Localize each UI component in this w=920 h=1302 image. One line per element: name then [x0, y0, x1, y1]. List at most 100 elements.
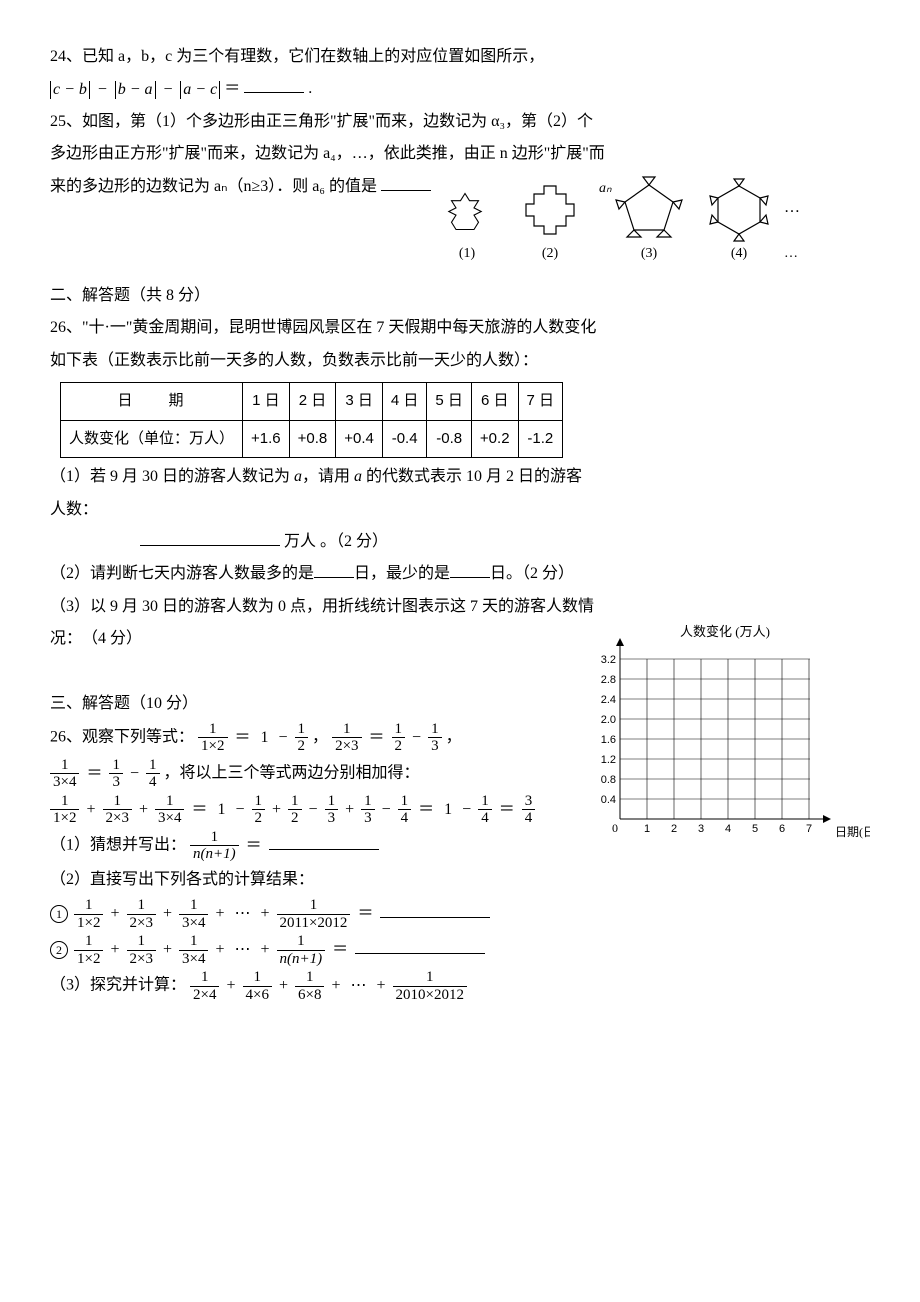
q25-l3a: 来的多边形的边数记为 aₙ（n≥3）．则 a₆ 的值是 [50, 178, 377, 195]
p2c: 日。（2 分） [490, 565, 574, 582]
part1-frac: 1n(n+1) [190, 829, 239, 863]
data-table: 日 期 1 日 2 日 3 日 4 日 5 日 6 日 7 日 人数变化（单位：… [60, 382, 563, 458]
polygon-figure: aₙ [439, 172, 839, 273]
eq2-lhs: 12×3 [332, 721, 361, 755]
p2b: 日，最少的是 [354, 565, 450, 582]
dots-op: ⋯ [232, 941, 254, 958]
th-2: 2 日 [289, 383, 336, 421]
fig-label-2: (2) [542, 246, 559, 261]
plus-op: + [258, 905, 273, 922]
plus-op: + [160, 905, 175, 922]
q26b-part3: （3）探究并计算： 12×4 + 14×6 + 16×8 + ⋯ + 12010… [50, 969, 870, 1003]
p1-blank[interactable] [140, 529, 280, 546]
q26a-num: 26、 [50, 319, 82, 336]
eq3-b: 14 [146, 757, 160, 791]
cell-1: +1.6 [243, 420, 290, 458]
s-t3: 13×4 [155, 793, 184, 827]
ytick-row: 2.0 [601, 714, 810, 726]
eq3-lhs: 13×4 [50, 757, 79, 791]
dots-op: ⋯ [348, 977, 370, 994]
comma2: ， [446, 729, 462, 746]
p3-t2: 14×6 [243, 969, 272, 1003]
q24-expr: c − b − b − a − a − c ＝ . [50, 74, 870, 105]
part3-label: （3）探究并计算： [50, 977, 186, 994]
p22-blank[interactable] [355, 937, 485, 954]
svg-text:1: 1 [644, 823, 650, 835]
p3-t3: 16×8 [295, 969, 324, 1003]
xtick: 3 [698, 659, 704, 835]
minus-op: − [379, 801, 394, 818]
eq-sign5: ＝ [415, 801, 437, 818]
q26a-p1-ans: 万人 。（2 分） [50, 527, 870, 557]
q26a-p1-l2: 人数： [50, 495, 870, 525]
ytick-row: 2.8 [601, 674, 810, 686]
q25-blank[interactable] [381, 174, 431, 191]
p3-t1: 12×4 [190, 969, 219, 1003]
ytick-row: 1.6 [601, 734, 810, 746]
plus-op: + [107, 905, 122, 922]
chart-area: 人数变化 (万人) 3.2 2.8 2.4 2.0 1.6 1.2 0.8 0.… [570, 624, 870, 865]
th-6: 6 日 [471, 383, 518, 421]
eq2-b: 13 [428, 721, 442, 755]
section-2-heading: 二、解答题（共 8 分） [50, 281, 870, 311]
svg-text:0.8: 0.8 [601, 774, 616, 786]
an-label: aₙ [599, 181, 612, 196]
eq-sign3: ＝ [83, 765, 105, 782]
q24-blank[interactable] [244, 76, 304, 93]
cell-4: -0.4 [382, 420, 427, 458]
fig-label-1: (1) [459, 246, 476, 261]
p2-blank2[interactable] [450, 561, 490, 578]
plus-op: + [136, 801, 151, 818]
abs-cb: c − b [50, 81, 90, 99]
minus-op3: − [127, 765, 142, 782]
eq-sign2: ＝ [366, 729, 388, 746]
svg-text:2.0: 2.0 [601, 714, 616, 726]
part1-blank[interactable] [269, 833, 379, 850]
cell-7: -1.2 [518, 420, 563, 458]
p2-blank1[interactable] [314, 561, 354, 578]
q26a-l2: 如下表（正数表示比前一天多的人数，负数表示比前一天少的人数）： [50, 346, 870, 376]
p1-a2: a [354, 468, 362, 485]
minus-op: − [232, 801, 247, 818]
p21-blank[interactable] [380, 901, 490, 918]
svg-text:2: 2 [671, 823, 677, 835]
fig-label-4: (4) [731, 246, 748, 261]
p22-last: 1n(n+1) [277, 933, 326, 967]
p2a: （2）请判断七天内游客人数最多的是 [50, 565, 314, 582]
q24-line1: 24、已知 a，b，c 为三个有理数，它们在数轴上的对应位置如图所示， [50, 42, 870, 72]
s-t1: 11×2 [50, 793, 79, 827]
xtick: 5 [752, 659, 758, 835]
ytick-row: 0.8 [601, 774, 810, 786]
th-7: 7 日 [518, 383, 563, 421]
q25-line1: 25、如图，第（1）个多边形由正三角形"扩展"而来，边数记为 α₃，第（2）个 [50, 107, 870, 137]
plus-op: + [83, 801, 98, 818]
polygons-svg: aₙ [439, 172, 839, 262]
p1c: 的代数式表示 10 月 2 日的游客 [362, 468, 582, 485]
q24-num: 24、 [50, 48, 82, 65]
minus-op: − [306, 801, 321, 818]
p1-tail: 万人 。（2 分） [284, 533, 388, 550]
th-5: 5 日 [427, 383, 472, 421]
th-4: 4 日 [382, 383, 427, 421]
cell-3: +0.4 [336, 420, 383, 458]
q24-text: 已知 a，b，c 为三个有理数，它们在数轴上的对应位置如图所示， [82, 48, 544, 65]
chart-svg: 人数变化 (万人) 3.2 2.8 2.4 2.0 1.6 1.2 0.8 0.… [570, 624, 870, 854]
s-r5: 13 [361, 793, 375, 827]
plus-op: + [258, 941, 273, 958]
row-label: 人数变化（单位：万人） [61, 420, 243, 458]
svg-text:6: 6 [779, 823, 785, 835]
svg-text:5: 5 [752, 823, 758, 835]
abs-ac: a − c [180, 81, 220, 99]
xtick: 6 [779, 659, 785, 835]
s-t2: 12×3 [103, 793, 132, 827]
q26a-p3-l1: （3）以 9 月 30 日的游客人数为 0 点，用折线统计图表示这 7 天的游客… [50, 592, 870, 622]
minus-op: − [276, 729, 291, 746]
eq-sign: ＝ [232, 729, 254, 746]
p1a: （1）若 9 月 30 日的游客人数记为 [50, 468, 294, 485]
plus-op: + [328, 977, 343, 994]
cell-5: -0.8 [427, 420, 472, 458]
th-1: 1 日 [243, 383, 290, 421]
s-r9: 34 [522, 793, 536, 827]
p1b: ，请用 [302, 468, 354, 485]
plus-op: + [223, 977, 238, 994]
